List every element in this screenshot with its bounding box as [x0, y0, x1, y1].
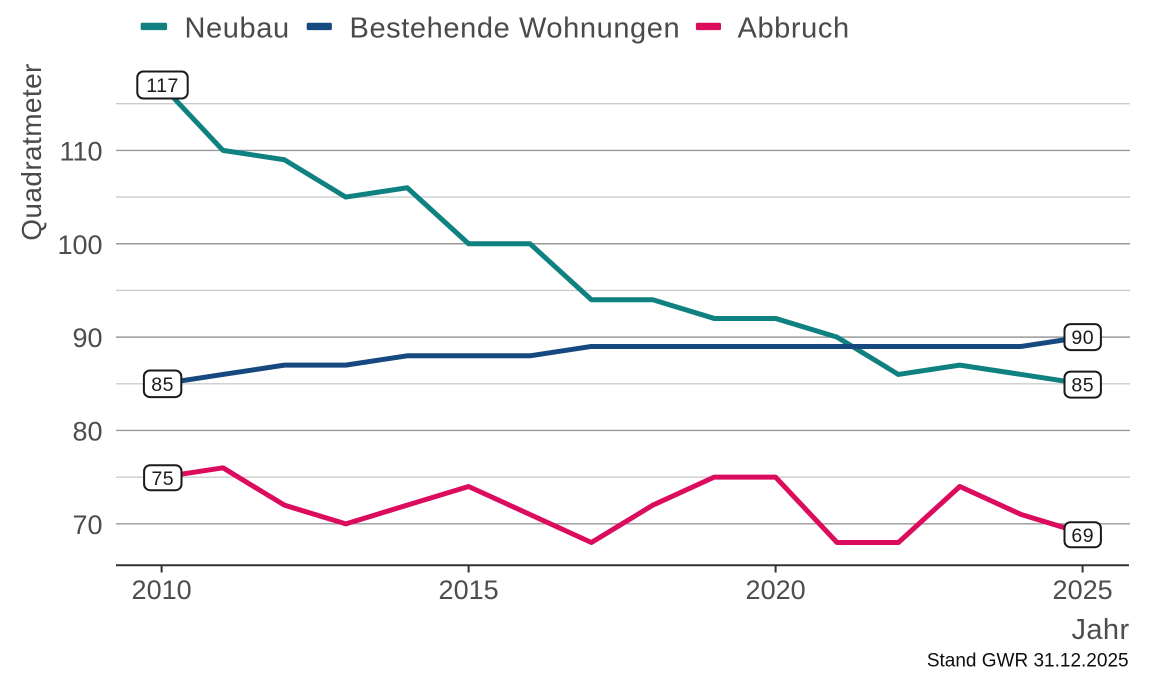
svg-text:69: 69 — [1071, 525, 1094, 547]
svg-text:85: 85 — [1071, 375, 1094, 397]
svg-text:90: 90 — [1071, 327, 1094, 349]
svg-text:Bestehende Wohnungen: Bestehende Wohnungen — [350, 13, 681, 45]
svg-text:Abbruch: Abbruch — [738, 13, 850, 45]
svg-text:2020: 2020 — [746, 575, 806, 605]
svg-text:117: 117 — [146, 75, 179, 97]
svg-text:2025: 2025 — [1053, 575, 1113, 605]
svg-text:80: 80 — [72, 417, 102, 447]
svg-text:2010: 2010 — [132, 575, 192, 605]
svg-text:75: 75 — [151, 468, 174, 490]
svg-text:2015: 2015 — [439, 575, 499, 605]
svg-text:100: 100 — [57, 230, 102, 260]
svg-text:90: 90 — [72, 323, 102, 353]
svg-text:Jahr: Jahr — [1071, 614, 1129, 646]
svg-text:70: 70 — [72, 510, 102, 540]
svg-text:Neubau: Neubau — [185, 13, 290, 45]
svg-text:85: 85 — [151, 374, 174, 396]
svg-text:Quadratmeter: Quadratmeter — [16, 63, 47, 241]
svg-text:Stand GWR 31.12.2025: Stand GWR 31.12.2025 — [927, 651, 1129, 672]
svg-text:110: 110 — [59, 136, 102, 166]
